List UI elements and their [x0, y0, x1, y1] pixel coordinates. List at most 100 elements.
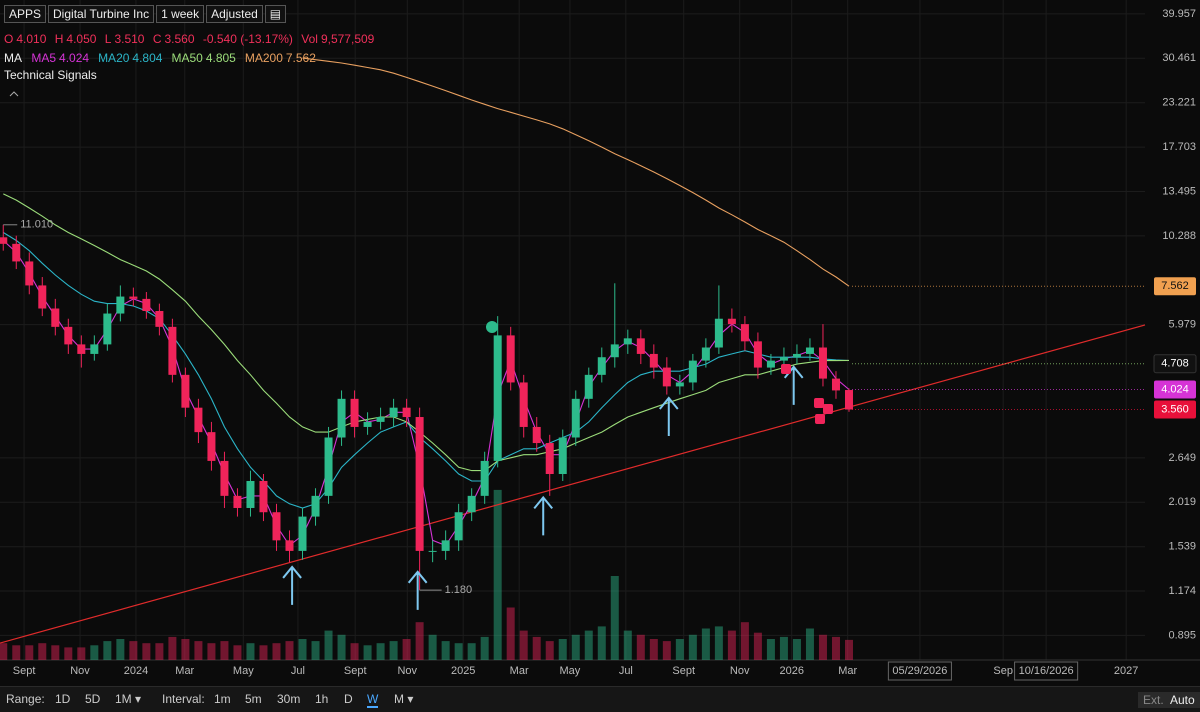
- quote-value: 3.560: [164, 32, 195, 46]
- x-tick-label: Nov: [397, 665, 417, 677]
- interval-button[interactable]: 1m: [214, 692, 231, 706]
- volume-bar: [350, 643, 359, 660]
- candle-body: [701, 347, 710, 361]
- adjustment[interactable]: Adjusted: [206, 5, 263, 23]
- extreme-marker-label: 11.010: [20, 219, 53, 231]
- ma-line: [302, 57, 850, 287]
- volume-bar: [779, 636, 788, 660]
- y-tick-label: 39.957: [1162, 8, 1196, 20]
- candle-body: [545, 443, 554, 475]
- candle-body: [220, 460, 229, 496]
- collapse-caret[interactable]: [9, 91, 19, 97]
- y-tick-label: 13.495: [1162, 185, 1196, 197]
- candle-body: [623, 338, 632, 345]
- range-button[interactable]: 1D: [55, 692, 71, 706]
- ext-button[interactable]: Ext.: [1138, 692, 1169, 708]
- candle-body: [636, 338, 645, 354]
- buy-dot: [486, 321, 498, 333]
- volume-bar: [389, 641, 398, 660]
- candle-body: [116, 296, 125, 314]
- menu-icon[interactable]: ▤: [264, 5, 287, 23]
- x-tick-label: 2027: [1114, 665, 1138, 677]
- candle-body: [285, 540, 294, 551]
- candle-body: [519, 382, 528, 427]
- ma-label: MA: [4, 51, 22, 65]
- candle-body: [337, 398, 346, 438]
- candle-body: [90, 344, 99, 354]
- range-button[interactable]: 5D: [85, 692, 101, 706]
- interval-button[interactable]: 30m: [277, 692, 301, 706]
- candle-body: [38, 285, 47, 309]
- ma-legend-name: MA200: [244, 51, 283, 65]
- candle-body: [246, 480, 255, 508]
- candle-body: [311, 495, 320, 517]
- volume-bar: [38, 643, 47, 660]
- trendline: [0, 324, 1146, 644]
- price-badge: [1154, 380, 1196, 399]
- candle-body: [766, 360, 775, 368]
- candle-body: [688, 360, 697, 383]
- x-tick-label: Jul: [291, 665, 305, 677]
- volume-bar: [766, 639, 775, 660]
- y-tick-label: 5.979: [1168, 319, 1196, 331]
- interval[interactable]: 1 week: [156, 5, 205, 23]
- signals-label: Technical Signals: [4, 68, 97, 82]
- quote-label: L: [104, 32, 112, 46]
- volume-bar: [363, 645, 372, 660]
- volume-bar: [194, 641, 203, 660]
- ma-legend-name: MA5: [31, 51, 57, 65]
- volume-bar: [597, 626, 606, 660]
- candle-body: [194, 407, 203, 433]
- candle-body: [272, 512, 281, 541]
- x-tick-label: Mar: [510, 665, 529, 677]
- x-tick-label: 05/29/2026: [892, 665, 947, 677]
- y-tick-label: 0.895: [1168, 629, 1196, 641]
- signal-arrow: [407, 570, 428, 610]
- interval-button[interactable]: 5m: [245, 692, 262, 706]
- volume-bar: [454, 643, 463, 660]
- interval-label: Interval:: [162, 692, 205, 706]
- volume-bar: [0, 643, 8, 660]
- candle-body: [103, 313, 112, 345]
- sell-marker: [823, 404, 833, 414]
- symbol[interactable]: APPS: [4, 5, 47, 23]
- candle-body: [844, 390, 853, 410]
- interval-button[interactable]: 1h: [315, 692, 329, 706]
- x-tick-label: Jul: [619, 665, 633, 677]
- volume-bar: [64, 647, 73, 660]
- ma-line: [3, 193, 850, 472]
- x-tick-label: Sept: [672, 665, 695, 677]
- range-button[interactable]: 1M ▾: [115, 692, 142, 706]
- ma-legend-name: MA50: [171, 51, 203, 65]
- volume-bar: [311, 641, 320, 660]
- candle-body: [233, 495, 242, 508]
- volume-bar: [142, 643, 151, 660]
- volume-bar: [272, 643, 281, 660]
- volume-bar: [558, 639, 567, 660]
- volume-bar: [103, 641, 112, 660]
- x-tick-label: May: [233, 665, 254, 677]
- candle-body: [597, 357, 606, 375]
- candle-body: [571, 398, 580, 438]
- quote-value: 3.510: [114, 32, 145, 46]
- signal-arrow: [783, 365, 804, 405]
- auto-button[interactable]: Auto: [1165, 692, 1200, 708]
- candle-body: [441, 540, 450, 551]
- x-tick-label: 2024: [124, 665, 148, 677]
- candle-body: [25, 261, 34, 286]
- interval-button[interactable]: M ▾: [394, 692, 414, 706]
- candle-body: [480, 460, 489, 496]
- candle-body: [467, 495, 476, 513]
- price-badge: [1154, 277, 1196, 296]
- volume-bar: [324, 630, 333, 660]
- volume-bar: [714, 626, 723, 660]
- volume-bar: [545, 641, 554, 660]
- candle-body: [389, 407, 398, 418]
- volume-bar: [493, 489, 502, 660]
- candle-body: [454, 512, 463, 541]
- volume-bar: [51, 645, 60, 660]
- interval-button[interactable]: D: [344, 692, 353, 706]
- candle-body: [77, 344, 86, 354]
- interval-button[interactable]: W: [367, 692, 379, 708]
- volume-bar: [701, 628, 710, 660]
